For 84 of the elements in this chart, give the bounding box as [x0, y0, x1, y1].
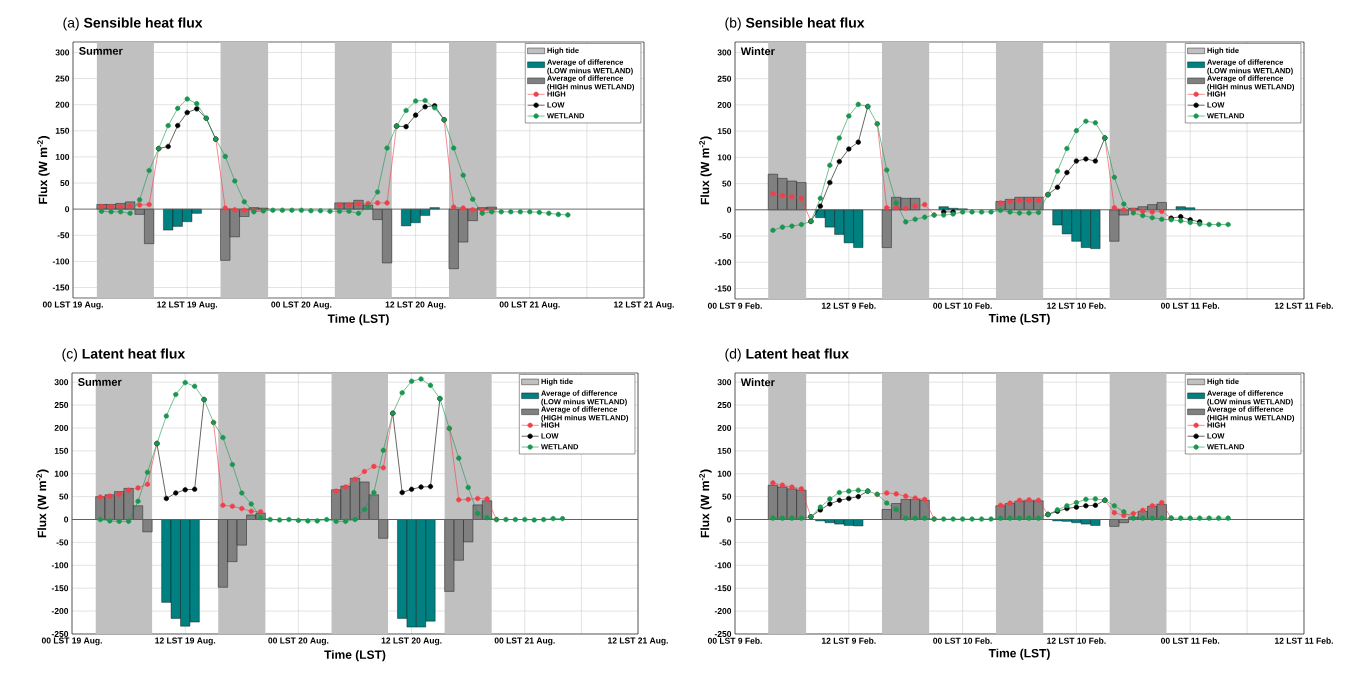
annotation: Summer	[78, 378, 122, 386]
x-tick-label: 00 LST 9 Feb.	[707, 637, 762, 644]
y-tick-label: 250	[717, 402, 732, 409]
chart-title: (c) Latent heat flux	[62, 348, 186, 362]
y-tick-label: -50	[719, 539, 732, 546]
y-tick-label: -100	[51, 562, 69, 569]
y-tick-label: 250	[717, 75, 732, 82]
y-tick-label: 50	[722, 180, 732, 187]
y-tick-label: -150	[714, 285, 732, 292]
x-tick-label: 00 LST 20 Aug.	[268, 637, 329, 646]
x-tick-label: 12 LST 21 Aug.	[614, 301, 674, 310]
y-tick-label: 50	[722, 493, 732, 500]
y-tick-label: 250	[55, 75, 70, 82]
x-tick-label: 00 LST 11 Feb.	[1161, 302, 1220, 309]
y-tick-label: -200	[51, 608, 69, 615]
x-tick-label: 00 LST 21 Aug.	[499, 301, 560, 310]
y-tick-label: 0	[727, 516, 732, 523]
x-tick-label: 12 LST 9 Feb.	[821, 302, 876, 309]
y-tick-label: 300	[55, 49, 70, 56]
y-tick-label: 0	[727, 206, 732, 213]
y-tick-label: 150	[55, 127, 70, 134]
y-tick-label: 0	[65, 206, 70, 213]
x-tick-label: 00 LST 10 Feb.	[933, 302, 992, 309]
chart-title: (d) Latent heat flux	[725, 348, 849, 362]
chart-title: (b) Sensible heat flux	[725, 17, 865, 31]
x-tick-label: 12 LST 11 Feb.	[1275, 302, 1333, 309]
y-tick-label: 100	[54, 470, 69, 477]
y-tick-label: 300	[717, 49, 732, 56]
x-axis-title: Time (LST)	[988, 313, 1050, 325]
x-tick-label: 00 LST 20 Aug.	[271, 301, 332, 310]
y-tick-label: 200	[55, 101, 70, 108]
x-tick-label: 12 LST 9 Feb.	[821, 637, 876, 644]
x-tick-label: 00 LST 19 Aug.	[41, 637, 102, 646]
x-axis-title: Time (LST)	[324, 650, 386, 662]
y-tick-label: -50	[56, 539, 69, 546]
y-tick-label: 50	[59, 493, 69, 500]
y-tick-label: -100	[714, 259, 732, 266]
y-tick-label: 300	[717, 379, 732, 386]
x-tick-label: 00 LST 9 Feb.	[707, 302, 762, 309]
x-tick-label: 00 LST 21 Aug.	[494, 637, 555, 646]
y-axis-title: Flux (W m$^{-2}$)	[36, 469, 49, 538]
y-tick-label: -150	[714, 585, 732, 592]
x-tick-label: 12 LST 19 Aug.	[155, 637, 216, 646]
y-tick-label: 250	[54, 402, 69, 409]
y-tick-label: 50	[60, 180, 70, 187]
x-tick-label: 12 LST 19 Aug.	[157, 301, 218, 310]
x-tick-label: 12 LST 20 Aug.	[381, 637, 442, 646]
y-tick-label: 0	[64, 516, 69, 523]
annotation: Winter	[740, 378, 775, 387]
y-tick-label: -100	[714, 562, 732, 569]
y-axis-title: Flux (W m$^{-2}$)	[699, 136, 712, 205]
y-tick-label: -50	[57, 232, 70, 239]
x-tick-label: 00 LST 19 Aug.	[42, 301, 103, 310]
y-tick-label: -50	[719, 233, 732, 240]
x-tick-label: 12 LST 11 Feb.	[1275, 637, 1333, 644]
x-tick-label: 00 LST 11 Feb.	[1161, 637, 1220, 644]
y-tick-label: 300	[54, 379, 69, 386]
y-tick-label: -100	[52, 258, 70, 265]
x-tick-label: 12 LST 10 Feb.	[1047, 302, 1106, 309]
y-tick-label: -250	[51, 630, 69, 637]
x-axis-title: Time (LST)	[327, 314, 389, 326]
x-tick-label: 12 LST 20 Aug.	[385, 301, 446, 310]
chart-title: (a) Sensible heat flux	[63, 17, 203, 31]
y-tick-label: -250	[714, 630, 732, 637]
y-tick-label: 100	[55, 153, 70, 160]
y-tick-label: 150	[717, 128, 732, 135]
x-tick-label: 12 LST 10 Feb.	[1047, 637, 1106, 644]
y-tick-label: -200	[714, 608, 732, 615]
y-tick-label: 200	[717, 424, 732, 431]
y-tick-label: 150	[717, 447, 732, 454]
x-axis-title: Time (LST)	[988, 648, 1050, 660]
y-tick-label: -150	[51, 585, 69, 592]
y-axis-title: Flux (W m$^{-2}$)	[37, 136, 50, 204]
annotation: Summer	[79, 47, 123, 55]
x-tick-label: 00 LST 10 Feb.	[933, 637, 992, 644]
x-tick-label: 12 LST 21 Aug.	[608, 637, 668, 646]
y-tick-label: 200	[717, 101, 732, 108]
y-tick-label: -150	[52, 284, 70, 291]
annotation: Winter	[740, 47, 775, 56]
y-tick-label: 150	[54, 447, 69, 454]
y-tick-label: 200	[54, 424, 69, 431]
y-tick-label: 100	[717, 154, 732, 161]
y-axis-title: Flux (W m$^{-2}$)	[699, 469, 712, 538]
y-tick-label: 100	[717, 470, 732, 477]
